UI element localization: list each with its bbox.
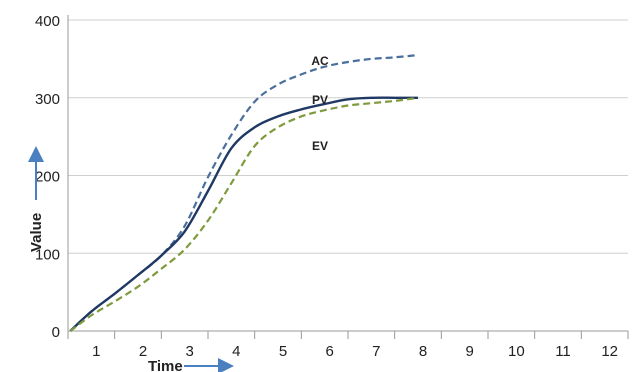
axes (67, 15, 629, 339)
x-tick-label-8: 8 (419, 343, 427, 360)
series-line-pv (69, 96, 418, 332)
y-axis-title: Value (28, 213, 45, 252)
axis-titles: Time Value (28, 146, 234, 372)
series-line-ac (69, 53, 419, 332)
x-tick-label-6: 6 (325, 343, 333, 360)
x-tick-label-7: 7 (372, 343, 380, 360)
y-tick-label-400: 400 (35, 13, 60, 30)
x-tick-label-1: 1 (92, 343, 100, 360)
x-tick-label-10: 10 (508, 343, 525, 360)
x-tick-label-3: 3 (185, 343, 193, 360)
x-tick-label-12: 12 (601, 343, 618, 360)
y-tick-label-100: 100 (35, 246, 60, 263)
x-tick-label-5: 5 (279, 343, 287, 360)
series-line-ev (69, 96, 419, 332)
series-label-pv: PV (312, 93, 328, 107)
gridlines (68, 19, 628, 254)
series-lines (69, 53, 419, 332)
y-tick-label-0: 0 (52, 324, 60, 341)
x-tick-label-4: 4 (232, 343, 240, 360)
series-label-ev: EV (312, 139, 328, 153)
series-labels: AC PV EV (311, 54, 329, 153)
y-tick-label-200: 200 (35, 169, 60, 186)
x-tick-label-9: 9 (465, 343, 473, 360)
x-tick-label-11: 11 (555, 343, 571, 360)
y-tick-label-300: 300 (35, 91, 60, 108)
series-label-ac: AC (311, 54, 329, 68)
x-tick-label-2: 2 (139, 343, 147, 360)
x-axis-title: Time (148, 358, 183, 372)
